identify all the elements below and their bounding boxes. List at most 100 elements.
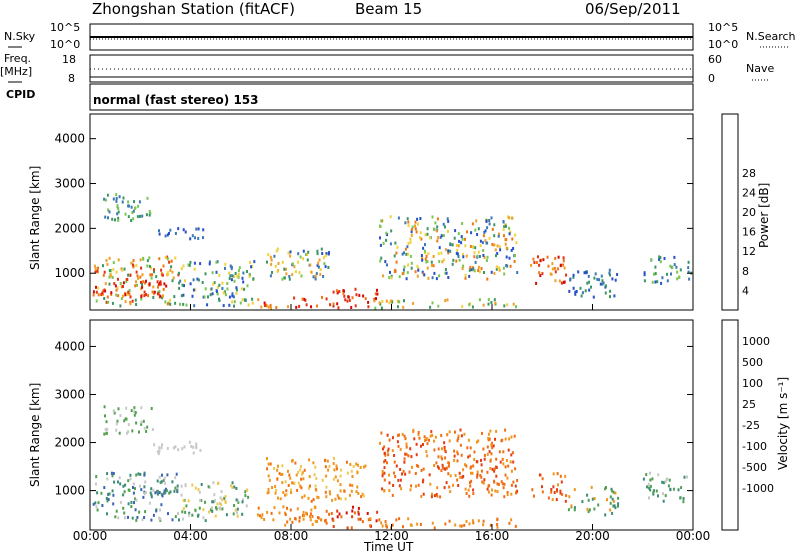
data-cell: [300, 477, 303, 481]
data-cell: [202, 228, 205, 232]
data-cell: [431, 276, 434, 280]
data-cell: [350, 526, 353, 530]
data-cell: [541, 272, 544, 276]
data-cell: [440, 251, 443, 255]
data-cell: [220, 490, 223, 494]
data-cell: [651, 280, 654, 284]
data-cell: [263, 301, 266, 305]
data-cell: [247, 303, 250, 307]
data-cell: [609, 501, 612, 505]
data-cell: [204, 272, 207, 276]
data-cell: [461, 222, 464, 225]
data-cell: [134, 284, 137, 288]
data-cell: [148, 264, 151, 268]
data-cell: [172, 446, 175, 450]
data-cell: [393, 254, 396, 258]
data-cell: [127, 423, 130, 427]
data-cell: [444, 271, 447, 275]
data-cell: [386, 263, 388, 267]
data-cell: [486, 241, 489, 245]
data-cell: [296, 488, 299, 492]
data-cell: [369, 517, 372, 521]
data-cell: [221, 498, 224, 502]
data-cell: [586, 281, 589, 285]
data-cell: [231, 274, 234, 278]
data-cell: [411, 225, 414, 229]
xtick-label: 20:00: [575, 529, 610, 543]
data-cell: [94, 267, 97, 270]
data-cell: [144, 491, 147, 494]
data-cell: [443, 486, 446, 490]
data-cell: [295, 473, 298, 477]
data-cell: [613, 504, 616, 508]
data-cell: [496, 523, 499, 526]
data-cell: [271, 486, 273, 489]
data-cell: [483, 230, 486, 234]
data-cell: [430, 263, 433, 267]
data-cell: [130, 261, 133, 265]
data-cell: [469, 245, 472, 248]
data-cell: [552, 472, 555, 476]
data-cell: [334, 497, 337, 501]
data-cell: [588, 280, 591, 284]
data-cell: [374, 306, 377, 310]
data-cell: [195, 446, 198, 450]
data-cell: [112, 268, 115, 272]
data-cell: [407, 263, 410, 267]
data-cell: [381, 524, 384, 528]
data-cell: [301, 297, 304, 301]
data-cell: [440, 434, 443, 437]
data-cell: [224, 495, 227, 498]
data-cell: [574, 292, 577, 296]
data-cell: [283, 267, 286, 271]
data-cell: [687, 266, 690, 270]
data-cell: [135, 280, 137, 284]
data-cell: [499, 248, 502, 252]
xtick-label: 12:00: [374, 529, 409, 543]
power-ytick-label: 2000: [54, 221, 85, 235]
data-cell: [288, 473, 291, 477]
data-cell: [149, 491, 152, 495]
data-cell: [289, 250, 292, 254]
data-cell: [686, 475, 688, 479]
data-cell: [340, 515, 343, 519]
data-cell: [339, 483, 342, 487]
velocity-colorbar-tick: 25: [742, 398, 756, 411]
data-cell: [507, 448, 510, 452]
data-cell: [556, 267, 559, 271]
data-cell: [443, 441, 446, 445]
data-cell: [346, 526, 349, 530]
nsearch-label: N.Search: [746, 30, 796, 43]
data-cell: [504, 437, 507, 441]
data-cell: [415, 442, 418, 446]
data-cell: [482, 519, 485, 523]
data-cell: [107, 216, 109, 220]
data-cell: [140, 420, 143, 424]
data-cell: [573, 506, 576, 510]
data-cell: [243, 287, 246, 291]
data-cell: [388, 489, 391, 493]
data-cell: [200, 499, 203, 502]
data-cell: [182, 293, 185, 297]
data-cell: [444, 248, 447, 252]
data-cell: [486, 470, 489, 474]
data-cell: [503, 272, 506, 276]
data-cell: [161, 273, 164, 277]
data-cell: [297, 470, 300, 474]
data-cell: [416, 264, 419, 268]
data-cell: [202, 236, 204, 240]
data-cell: [387, 447, 390, 451]
data-cell: [130, 409, 133, 413]
data-cell: [178, 281, 181, 285]
data-cell: [424, 243, 426, 247]
data-cell: [604, 513, 607, 517]
data-cell: [181, 517, 184, 521]
data-cell: [593, 507, 596, 511]
data-cell: [383, 478, 386, 482]
data-cell: [106, 512, 108, 516]
data-cell: [126, 278, 129, 281]
data-cell: [193, 261, 196, 265]
data-cell: [498, 268, 501, 272]
data-cell: [228, 277, 231, 280]
data-cell: [493, 243, 496, 247]
